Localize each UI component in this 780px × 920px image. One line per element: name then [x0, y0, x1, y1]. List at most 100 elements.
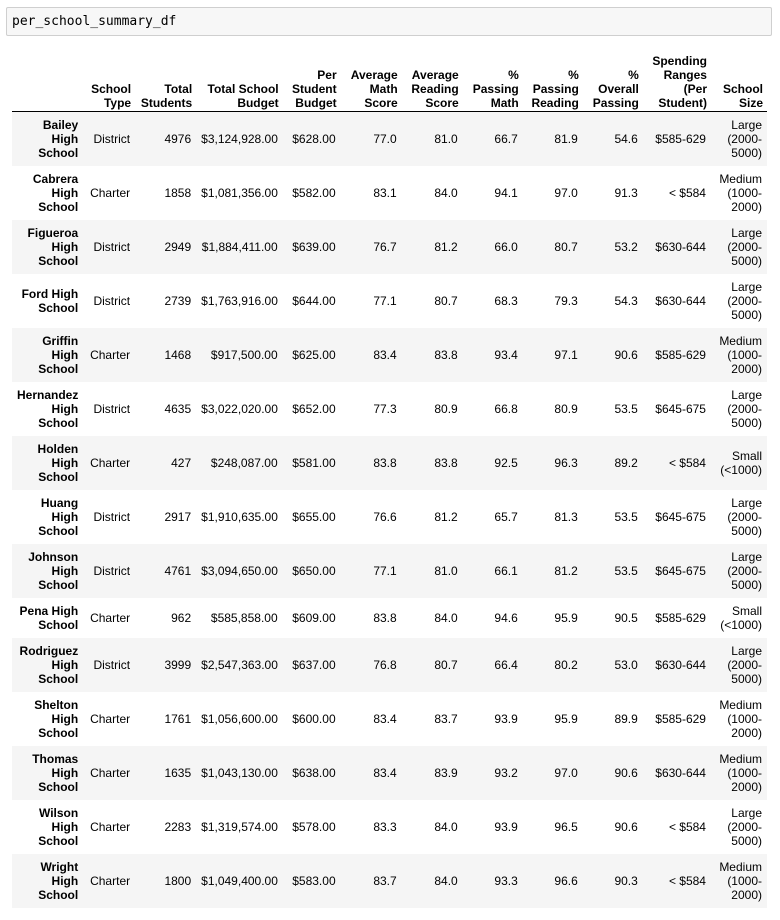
table-cell: 92.5 — [494, 455, 518, 470]
column-header: Total School Budget — [196, 45, 283, 112]
table-cell: $630-644 — [655, 239, 706, 254]
table-cell: 76.6 — [373, 509, 397, 524]
table-cell: Charter — [90, 185, 131, 200]
table-cell: 66.8 — [494, 401, 518, 416]
table-cell: Large (2000-5000) — [727, 117, 762, 160]
table-cell: 96.5 — [554, 819, 578, 834]
table-cell: $578.00 — [292, 819, 336, 834]
table-cell: $1,056,600.00 — [201, 711, 278, 726]
table-row: Bailey High School District 4976 $3,124,928… — [12, 111, 767, 166]
table-cell: $652.00 — [292, 401, 336, 416]
table-row: Hernandez High School District 4635 $3,022,… — [12, 381, 767, 436]
code-text: per_school_summary_df — [12, 14, 177, 29]
table-cell: < $584 — [668, 819, 706, 834]
table-row: Wilson High School Charter 2283 $1,319,574.… — [12, 799, 767, 854]
table-cell: $1,910,635.00 — [201, 509, 278, 524]
row-index-label: Holden High School — [37, 441, 79, 484]
row-index-label: Shelton High School — [34, 697, 79, 740]
table-cell: $600.00 — [292, 711, 336, 726]
table-cell: 89.9 — [614, 711, 638, 726]
table-cell: 66.0 — [494, 239, 518, 254]
table-cell: 81.2 — [554, 563, 578, 578]
table-cell: 93.9 — [494, 819, 518, 834]
table-cell: $583.00 — [292, 873, 336, 888]
table-cell: < $584 — [668, 185, 706, 200]
table-cell: Charter — [90, 711, 131, 726]
table-cell: 84.0 — [434, 610, 458, 625]
table-cell: $585-629 — [655, 711, 706, 726]
table-row: Pena High School Charter 962 $585,858.00 $60… — [12, 597, 767, 638]
table-cell: 68.3 — [494, 293, 518, 308]
table-cell: 1468 — [164, 347, 192, 362]
table-cell: Small (<1000) — [720, 603, 762, 632]
column-header: School Type — [83, 45, 136, 112]
table-cell: 95.9 — [554, 711, 578, 726]
table-cell: 83.1 — [373, 185, 397, 200]
column-header: Average Reading Score — [401, 45, 463, 112]
table-cell: 93.9 — [494, 711, 518, 726]
table-cell: 427 — [171, 455, 192, 470]
table-row: Huang High School District 2917 $1,910,635.… — [12, 489, 767, 544]
table-cell: 90.5 — [614, 610, 638, 625]
table-row: Griffin High School Charter 1468 $917,500.0… — [12, 327, 767, 382]
table-cell: 77.1 — [373, 563, 397, 578]
table-cell: 53.5 — [614, 401, 638, 416]
table-cell: 77.1 — [373, 293, 397, 308]
table-cell: 77.0 — [373, 131, 397, 146]
table-cell: $645-675 — [655, 509, 706, 524]
row-index-label: Ford High School — [21, 286, 79, 315]
column-header: Total Students — [135, 45, 197, 112]
table-cell: $609.00 — [292, 610, 336, 625]
table-cell: Charter — [90, 819, 131, 834]
table-cell: $3,124,928.00 — [201, 131, 278, 146]
row-index-label: Griffin High School — [38, 333, 79, 376]
table-cell: $628.00 — [292, 131, 336, 146]
table-cell: 1761 — [164, 711, 192, 726]
table-cell: 81.0 — [434, 131, 458, 146]
table-cell: 83.7 — [373, 873, 397, 888]
table-cell: 65.7 — [494, 509, 518, 524]
column-header: Average Math Score — [340, 45, 402, 112]
table-cell: Large (2000-5000) — [727, 279, 762, 322]
table-cell: 2739 — [164, 293, 192, 308]
table-cell: Large (2000-5000) — [727, 225, 762, 268]
column-header: % Passing Math — [462, 45, 523, 112]
table-cell: $917,500.00 — [210, 347, 278, 362]
table-cell: 4976 — [164, 131, 192, 146]
table-cell: Medium (1000-2000) — [719, 697, 762, 740]
table-cell: $1,763,916.00 — [201, 293, 278, 308]
column-header: Per Student Budget — [282, 45, 341, 112]
table-cell: 66.7 — [494, 131, 518, 146]
row-index-label: Pena High School — [19, 603, 79, 632]
table-cell: 79.3 — [554, 293, 578, 308]
table-cell: District — [93, 509, 131, 524]
table-cell: Charter — [90, 873, 131, 888]
table-cell: Medium (1000-2000) — [719, 859, 762, 902]
table-cell: < $584 — [668, 455, 706, 470]
table-cell: $581.00 — [292, 455, 336, 470]
table-cell: 83.8 — [434, 455, 458, 470]
row-index-label: Figueroa High School — [27, 225, 79, 268]
table-cell: 76.7 — [373, 239, 397, 254]
code-input-cell[interactable]: per_school_summary_df — [6, 7, 772, 36]
table-cell: $585,858.00 — [210, 610, 278, 625]
table-cell: 2917 — [164, 509, 192, 524]
table-row: Shelton High School Charter 1761 $1,056,600… — [12, 691, 767, 746]
table-cell: 96.3 — [554, 455, 578, 470]
table-cell: 80.9 — [434, 401, 458, 416]
table-cell: $1,884,411.00 — [201, 239, 278, 254]
table-cell: District — [93, 401, 131, 416]
table-cell: 81.2 — [434, 239, 458, 254]
table-cell: 81.2 — [434, 509, 458, 524]
table-cell: 66.4 — [494, 657, 518, 672]
table-cell: 83.4 — [373, 347, 397, 362]
row-index-label: Wilson High School — [38, 805, 79, 848]
dataframe-output: School Type Total Students Total School … — [12, 45, 767, 908]
table-cell: 84.0 — [434, 185, 458, 200]
table-cell: District — [93, 563, 131, 578]
table-cell: $637.00 — [292, 657, 336, 672]
table-cell: Large (2000-5000) — [727, 495, 762, 538]
table-cell: 2283 — [164, 819, 192, 834]
table-cell: Medium (1000-2000) — [719, 333, 762, 376]
table-cell: Medium (1000-2000) — [719, 171, 762, 214]
